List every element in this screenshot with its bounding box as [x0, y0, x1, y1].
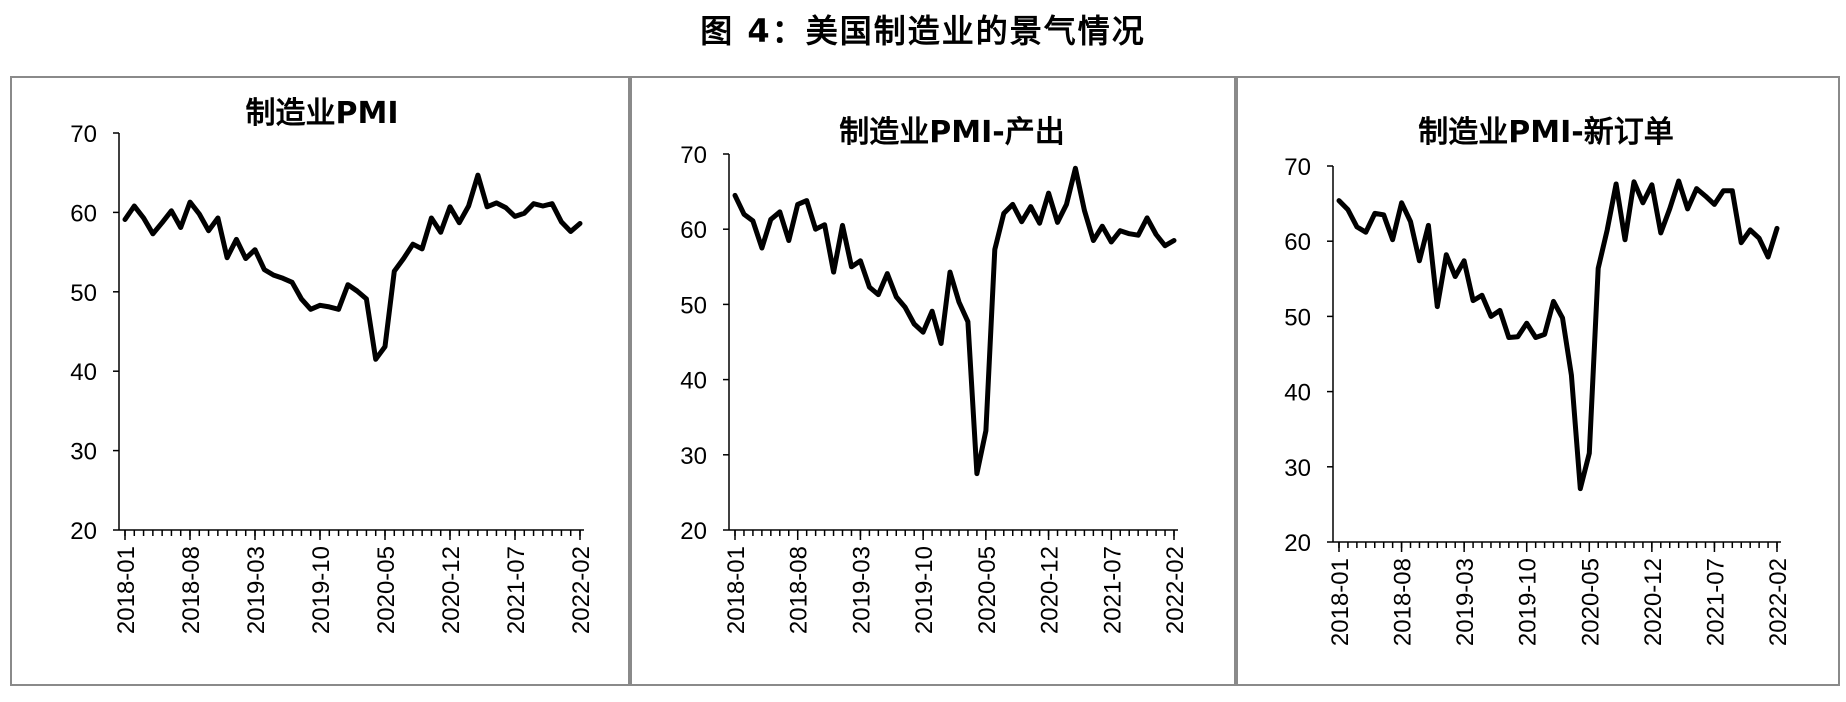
x-tick-label: 2021-07 [1099, 546, 1126, 634]
x-tick-label: 2018-01 [723, 546, 750, 634]
chart-output: 制造业PMI-产出 20 30 40 50 60 70 2018-01 2018-08 2019-… [680, 115, 1189, 634]
y-tick-label: 50 [1284, 304, 1311, 331]
x-tick-label: 2018-01 [1327, 558, 1354, 646]
y-tick-label: 20 [70, 518, 97, 545]
x-tick-label: 2018-08 [786, 546, 813, 634]
x-tick-label: 2019-10 [308, 546, 335, 634]
x-tick-label: 2020-05 [373, 546, 400, 634]
chart-title: 制造业PMI-产出 [839, 115, 1064, 150]
figure-title: 图 4：美国制造业的景气情况 [700, 12, 1146, 50]
chart-new-orders: 制造业PMI-新订单 20 30 40 50 60 70 2018-01 2018-08 2019… [1284, 115, 1792, 646]
y-tick-label: 70 [1284, 154, 1311, 181]
x-tick-label: 2022-02 [1162, 546, 1189, 634]
x-tick-label: 2019-10 [1515, 558, 1542, 646]
x-tick-label: 2019-03 [848, 546, 875, 634]
x-tick-label: 2020-12 [1640, 558, 1667, 646]
chart-title: 制造业PMI-新订单 [1418, 115, 1673, 150]
y-tick-label: 20 [680, 518, 707, 545]
series-line [122, 172, 583, 362]
y-tick-label: 60 [70, 200, 97, 227]
y-tick-label: 60 [680, 217, 707, 244]
x-tick-label: 2020-05 [1577, 558, 1604, 646]
y-tick-label: 50 [680, 292, 707, 319]
x-tick-label: 2019-03 [1452, 558, 1479, 646]
y-tick-label: 70 [70, 121, 97, 148]
y-tick-label: 30 [1284, 455, 1311, 482]
x-tick-label: 2021-07 [1702, 558, 1729, 646]
series-line [1336, 178, 1780, 492]
y-tick-label: 40 [680, 368, 707, 395]
x-tick-label: 2019-10 [911, 546, 938, 634]
y-tick-label: 40 [70, 359, 97, 386]
y-tick-label: 60 [1284, 229, 1311, 256]
y-tick-label: 30 [70, 439, 97, 466]
x-tick-label: 2022-02 [1765, 558, 1792, 646]
x-tick-label: 2020-05 [974, 546, 1001, 634]
x-tick-label: 2020-12 [438, 546, 465, 634]
chart-pmi: 制造业PMI 20 30 40 50 60 70 2018-01 2018-08 2019-03 2… [70, 96, 595, 634]
series-line [732, 165, 1177, 477]
chart-title: 制造业PMI [245, 96, 398, 131]
x-tick-label: 2020-12 [1037, 546, 1064, 634]
y-tick-label: 50 [70, 280, 97, 307]
chart-panel-pmi: 制造业PMI 20 30 40 50 60 70 2018-01 2018-08 2019-03 2… [10, 76, 630, 686]
y-tick-label: 30 [680, 443, 707, 470]
x-tick-label: 2018-08 [178, 546, 205, 634]
y-tick-label: 40 [1284, 380, 1311, 407]
y-tick-label: 20 [1284, 530, 1311, 557]
x-tick-label: 2021-07 [503, 546, 530, 634]
chart-panel-output: 制造业PMI-产出 20 30 40 50 60 70 2018-01 2018-08 2019-… [630, 76, 1236, 686]
x-tick-label: 2018-08 [1390, 558, 1417, 646]
x-tick-label: 2022-02 [568, 546, 595, 634]
chart-panel-new-orders: 制造业PMI-新订单 20 30 40 50 60 70 2018-01 2018-08 2019… [1236, 76, 1840, 686]
y-tick-label: 70 [680, 142, 707, 169]
x-tick-label: 2019-03 [243, 546, 270, 634]
x-tick-label: 2018-01 [113, 546, 140, 634]
